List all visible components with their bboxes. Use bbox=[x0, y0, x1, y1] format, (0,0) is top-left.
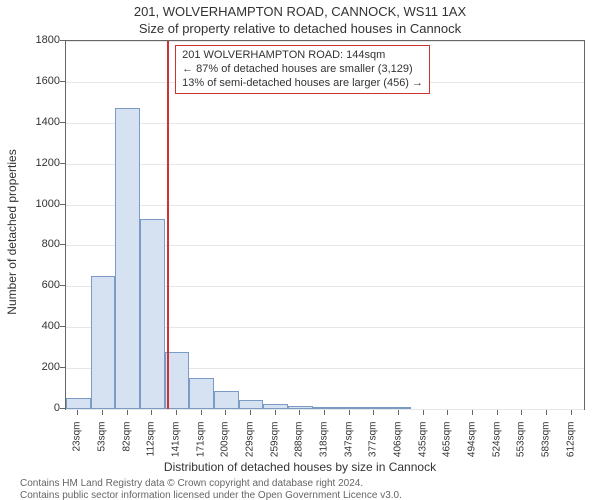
y-tick-mark bbox=[60, 244, 65, 245]
x-tick-mark bbox=[349, 410, 350, 415]
x-tick-mark bbox=[201, 410, 202, 415]
x-tick-mark bbox=[176, 410, 177, 415]
x-tick-mark bbox=[423, 410, 424, 415]
bar bbox=[239, 400, 264, 409]
y-tick-label: 600 bbox=[20, 279, 60, 291]
x-tick-mark bbox=[373, 410, 374, 415]
x-tick-mark bbox=[398, 410, 399, 415]
y-tick-mark bbox=[60, 408, 65, 409]
x-axis-label: Distribution of detached houses by size … bbox=[0, 460, 600, 474]
annotation-line: 13% of semi-detached houses are larger (… bbox=[182, 77, 423, 91]
title-sub: Size of property relative to detached ho… bbox=[0, 21, 600, 36]
gridline bbox=[66, 41, 584, 42]
y-tick-mark bbox=[60, 163, 65, 164]
x-tick-mark bbox=[127, 410, 128, 415]
footnote-line-2: Contains public sector information licen… bbox=[20, 490, 402, 500]
y-tick-label: 1800 bbox=[20, 34, 60, 46]
y-tick-label: 1200 bbox=[20, 157, 60, 169]
title-main: 201, WOLVERHAMPTON ROAD, CANNOCK, WS11 1… bbox=[0, 4, 600, 19]
gridline bbox=[66, 205, 584, 206]
x-tick-mark bbox=[324, 410, 325, 415]
x-tick-mark bbox=[472, 410, 473, 415]
y-tick-label: 0 bbox=[20, 402, 60, 414]
bar bbox=[362, 407, 387, 409]
x-tick-mark bbox=[151, 410, 152, 415]
chart-container: 201, WOLVERHAMPTON ROAD, CANNOCK, WS11 1… bbox=[0, 0, 600, 500]
footnote-line-1: Contains HM Land Registry data © Crown c… bbox=[20, 478, 363, 489]
y-tick-mark bbox=[60, 367, 65, 368]
bar bbox=[288, 406, 313, 409]
y-tick-label: 400 bbox=[20, 320, 60, 332]
bar bbox=[263, 404, 288, 409]
y-tick-mark bbox=[60, 285, 65, 286]
y-tick-label: 200 bbox=[20, 361, 60, 373]
x-tick-mark bbox=[497, 410, 498, 415]
bar bbox=[66, 398, 91, 409]
bar bbox=[140, 219, 165, 409]
x-tick-mark bbox=[521, 410, 522, 415]
x-tick-mark bbox=[571, 410, 572, 415]
bar bbox=[91, 276, 116, 409]
x-tick-mark bbox=[102, 410, 103, 415]
y-axis-label: Number of detached properties bbox=[5, 149, 19, 314]
x-tick-mark bbox=[299, 410, 300, 415]
y-tick-label: 800 bbox=[20, 238, 60, 250]
y-tick-mark bbox=[60, 326, 65, 327]
x-tick-mark bbox=[77, 410, 78, 415]
x-tick-mark bbox=[250, 410, 251, 415]
bar bbox=[214, 391, 239, 409]
bar bbox=[189, 378, 214, 409]
bar bbox=[115, 108, 140, 409]
x-tick-mark bbox=[225, 410, 226, 415]
bar bbox=[387, 407, 412, 409]
x-tick-mark bbox=[447, 410, 448, 415]
y-tick-label: 1400 bbox=[20, 116, 60, 128]
x-tick-mark bbox=[546, 410, 547, 415]
y-tick-mark bbox=[60, 81, 65, 82]
gridline bbox=[66, 164, 584, 165]
y-tick-label: 1000 bbox=[20, 198, 60, 210]
y-tick-mark bbox=[60, 40, 65, 41]
x-tick-mark bbox=[275, 410, 276, 415]
gridline bbox=[66, 409, 584, 410]
annotation-line: 201 WOLVERHAMPTON ROAD: 144sqm bbox=[182, 49, 423, 63]
gridline bbox=[66, 123, 584, 124]
annotation-box: 201 WOLVERHAMPTON ROAD: 144sqm← 87% of d… bbox=[175, 45, 430, 94]
y-tick-label: 1600 bbox=[20, 75, 60, 87]
bar bbox=[337, 407, 362, 409]
bar bbox=[313, 407, 338, 409]
annotation-line: ← 87% of detached houses are smaller (3,… bbox=[182, 63, 423, 77]
y-tick-mark bbox=[60, 204, 65, 205]
y-tick-mark bbox=[60, 122, 65, 123]
plot-area: 201 WOLVERHAMPTON ROAD: 144sqm← 87% of d… bbox=[65, 40, 585, 410]
marker-line bbox=[167, 41, 169, 409]
